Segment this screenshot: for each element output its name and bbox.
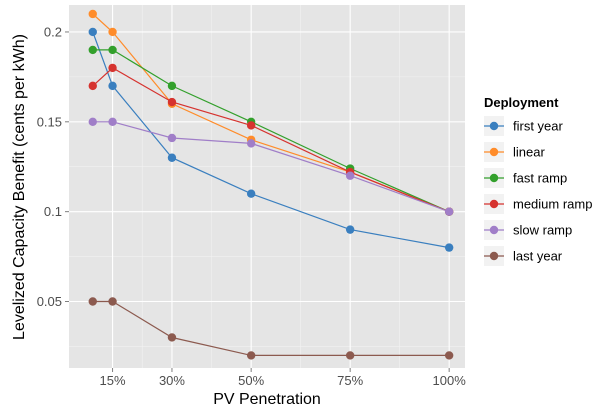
series-last-year bbox=[88, 297, 454, 360]
legend-item-last-year: last year bbox=[484, 246, 563, 266]
legend-label: fast ramp bbox=[513, 171, 567, 186]
data-point-last-year bbox=[167, 333, 177, 342]
data-point-last-year bbox=[444, 351, 454, 360]
legend: Deployment first year linear fast ramp medi… bbox=[484, 95, 592, 266]
x-axis-ticks: 15% 30% 50% 75% 100% bbox=[100, 368, 467, 388]
data-point-fast-ramp bbox=[108, 45, 117, 55]
series-layer bbox=[88, 9, 454, 360]
data-point-medium-ramp bbox=[108, 63, 117, 73]
series-first-year bbox=[88, 27, 454, 252]
data-point-linear bbox=[88, 9, 97, 19]
legend-item-medium-ramp: medium ramp bbox=[484, 194, 592, 214]
data-point-medium-ramp bbox=[88, 81, 97, 91]
grid bbox=[69, 5, 465, 368]
x-tick-label: 30% bbox=[159, 373, 185, 388]
data-point-linear bbox=[108, 27, 117, 37]
y-tick-label: 0.1 bbox=[44, 204, 62, 219]
y-axis-title: Levelized Capacity Benefit (cents per kW… bbox=[11, 34, 28, 340]
x-axis-title: PV Penetration bbox=[213, 391, 321, 408]
data-point-medium-ramp bbox=[246, 121, 256, 130]
x-tick-label: 75% bbox=[337, 373, 363, 388]
data-point-slow-ramp bbox=[345, 171, 355, 180]
data-point-last-year bbox=[345, 351, 355, 360]
data-point-slow-ramp bbox=[88, 117, 97, 127]
data-point-last-year bbox=[108, 297, 117, 306]
x-tick-label: 100% bbox=[433, 373, 467, 388]
legend-label: last year bbox=[513, 249, 563, 264]
x-tick-label: 50% bbox=[238, 373, 264, 388]
legend-key-point bbox=[489, 251, 499, 261]
data-point-fast-ramp bbox=[167, 81, 177, 91]
y-axis-ticks: 0.05 0.1 0.15 0.2 bbox=[37, 24, 69, 309]
data-point-first-year bbox=[167, 153, 177, 162]
data-point-slow-ramp bbox=[167, 133, 177, 143]
y-tick-label: 0.2 bbox=[44, 24, 62, 39]
legend-label: linear bbox=[513, 145, 545, 160]
legend-title: Deployment bbox=[484, 95, 559, 110]
legend-key-point bbox=[489, 199, 499, 209]
data-point-fast-ramp bbox=[88, 45, 97, 55]
data-point-first-year bbox=[246, 189, 256, 198]
data-point-first-year bbox=[345, 225, 355, 234]
data-point-last-year bbox=[246, 351, 256, 360]
data-point-first-year bbox=[108, 81, 117, 91]
y-tick-label: 0.05 bbox=[37, 294, 62, 309]
legend-item-fast-ramp: fast ramp bbox=[484, 168, 567, 188]
legend-label: slow ramp bbox=[513, 223, 572, 238]
legend-item-first-year: first year bbox=[484, 116, 564, 136]
legend-key-point bbox=[489, 147, 499, 157]
plot-panel bbox=[69, 5, 465, 368]
legend-label: first year bbox=[513, 119, 564, 134]
data-point-slow-ramp bbox=[444, 207, 454, 216]
data-point-slow-ramp bbox=[108, 117, 117, 127]
series-slow-ramp bbox=[88, 117, 454, 216]
data-point-medium-ramp bbox=[167, 97, 177, 107]
legend-item-linear: linear bbox=[484, 142, 545, 162]
legend-key-point bbox=[489, 173, 499, 183]
series-medium-ramp bbox=[88, 63, 454, 216]
data-point-first-year bbox=[88, 27, 97, 37]
data-point-slow-ramp bbox=[246, 139, 256, 148]
series-line-medium-ramp bbox=[92, 67, 450, 213]
series-line-first-year bbox=[92, 31, 450, 249]
data-point-first-year bbox=[444, 243, 454, 252]
legend-key-point bbox=[489, 121, 499, 131]
legend-item-slow-ramp: slow ramp bbox=[484, 220, 572, 240]
legend-key-point bbox=[489, 225, 499, 235]
legend-label: medium ramp bbox=[513, 197, 592, 212]
x-tick-label: 15% bbox=[100, 373, 126, 388]
y-tick-label: 0.15 bbox=[37, 114, 62, 129]
data-point-last-year bbox=[88, 297, 97, 306]
